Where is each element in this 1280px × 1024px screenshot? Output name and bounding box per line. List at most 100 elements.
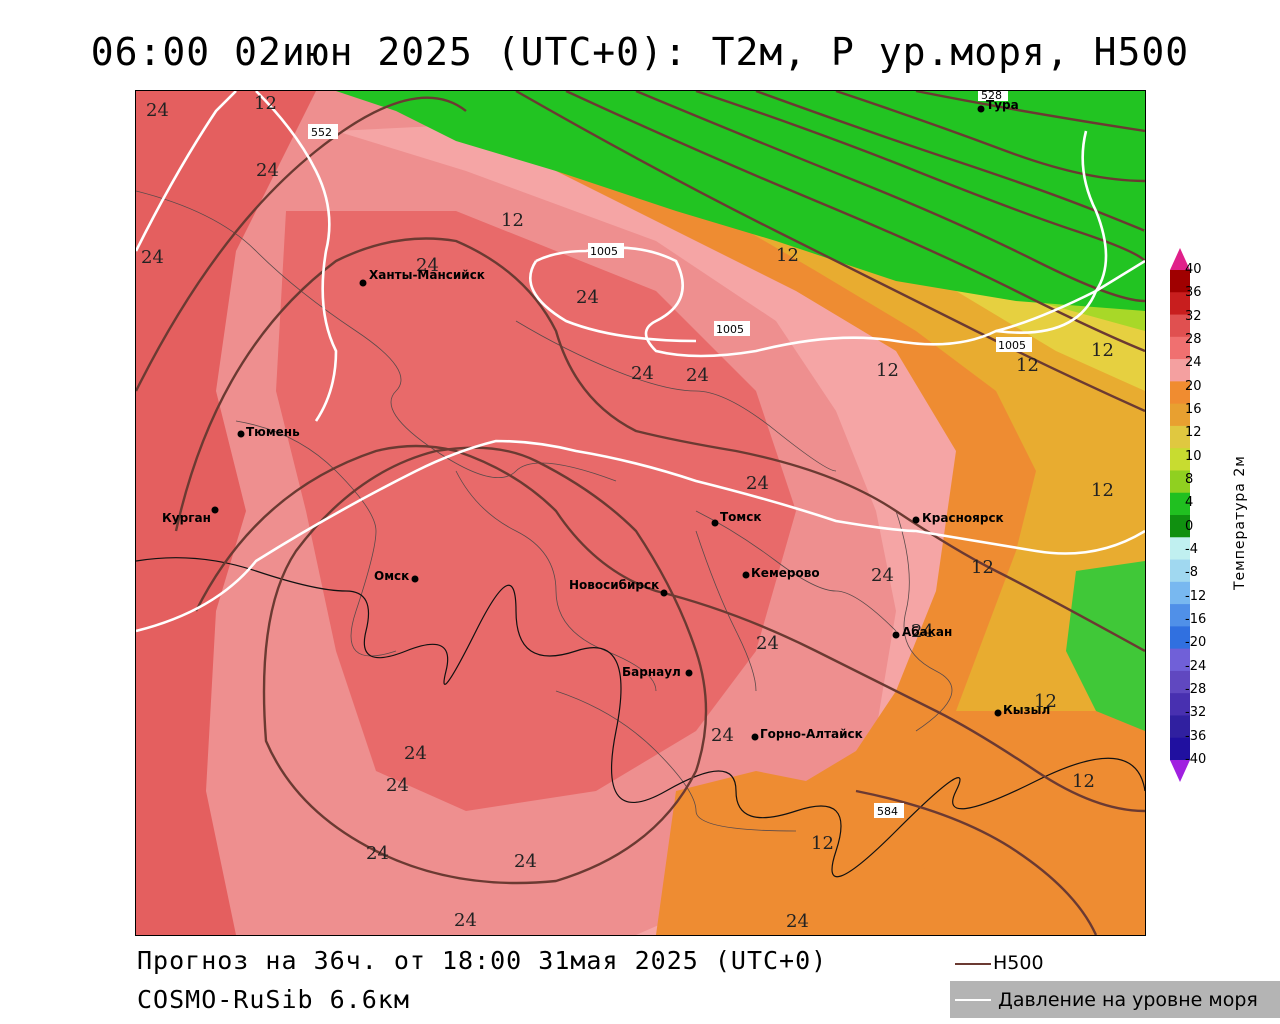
city-label-tyumen: Тюмень (246, 425, 300, 439)
svg-text:12: 12 (1091, 480, 1114, 501)
colorbar-swatch (1170, 270, 1190, 293)
colorbar-tick-label: -28 (1185, 682, 1207, 697)
city-label-krasnoyarsk: Красноярск (922, 511, 1004, 525)
map-title: 06:00 02июн 2025 (UTC+0): T2м, P ур.моря… (90, 30, 1190, 74)
city-label-omsk: Омск (374, 569, 409, 583)
svg-text:12: 12 (971, 557, 994, 578)
legend-h500-label: H500 (993, 952, 1044, 974)
colorbar-swatch (1170, 515, 1190, 538)
pressure-isobars (136, 91, 1145, 633)
colorbar-swatch (1170, 314, 1190, 338)
city-label-gorno-altaysk: Горно-Алтайск (760, 727, 863, 741)
svg-text:12: 12 (1072, 771, 1095, 792)
colorbar-tick-label: 0 (1185, 518, 1194, 534)
svg-text:12: 12 (876, 360, 899, 381)
colorbar-tick-label: -16 (1185, 612, 1207, 627)
svg-text:12: 12 (254, 93, 277, 114)
city-label-kurgan: Курган (162, 511, 211, 525)
colorbar-tick-label: 32 (1185, 308, 1202, 324)
colorbar-swatch (1170, 492, 1190, 516)
colorbar-swatch (1170, 559, 1190, 583)
colorbar-tick-label: -40 (1185, 752, 1207, 767)
colorbar-swatch (1170, 737, 1190, 761)
svg-text:1005: 1005 (590, 245, 618, 258)
temperature-zone-28-central (276, 211, 796, 811)
svg-text:1005: 1005 (998, 339, 1026, 352)
colorbar-swatch (1170, 604, 1190, 627)
svg-text:24: 24 (386, 775, 409, 796)
svg-text:12: 12 (1034, 691, 1057, 712)
temperature-zone-28 (136, 91, 316, 935)
svg-text:24: 24 (141, 247, 164, 268)
svg-text:24: 24 (366, 843, 389, 864)
city-label-kemerovo: Кемерово (751, 566, 820, 580)
colorbar-tick-label: 12 (1185, 425, 1202, 441)
colorbar-tick-label: 24 (1185, 355, 1202, 371)
svg-text:24: 24 (631, 363, 654, 384)
legend-pressure: Давление на уровне моря (950, 981, 1280, 1018)
svg-text:24: 24 (576, 287, 599, 308)
svg-text:12: 12 (776, 245, 799, 266)
colorbar-min-arrow (1170, 760, 1190, 782)
svg-text:24: 24 (416, 255, 439, 276)
colorbar-tick-label: 20 (1185, 378, 1202, 394)
weather-map: 24 24 24 24 24 24 24 24 24 24 24 24 24 2… (135, 90, 1146, 936)
colorbar-swatch (1170, 425, 1190, 449)
svg-text:12: 12 (1016, 355, 1039, 376)
colorbar-swatch (1170, 715, 1190, 739)
svg-text:24: 24 (146, 100, 169, 121)
legend-h500-swatch (955, 962, 991, 965)
colorbar-tick-label: -12 (1185, 588, 1207, 604)
city-label-tomsk: Томск (720, 510, 762, 524)
svg-text:528: 528 (981, 91, 1002, 102)
colorbar-tick-label: 40 (1185, 262, 1202, 277)
svg-text:24: 24 (686, 365, 709, 386)
temperature-zone-16-south (656, 771, 956, 935)
colorbar-swatch (1170, 336, 1190, 360)
legend-pressure-swatch (955, 999, 991, 1001)
svg-text:12: 12 (811, 833, 834, 854)
city-label-novosibirsk: Новосибирск (569, 578, 659, 592)
city-label-barnaul: Барнаул (622, 665, 681, 679)
svg-text:24: 24 (256, 160, 279, 181)
colorbar-title: Температура 2м (1232, 455, 1248, 590)
svg-text:24: 24 (786, 911, 809, 932)
colorbar-swatch (1170, 292, 1190, 316)
model-info: COSMO-RuSib 6.6км (137, 985, 410, 1014)
svg-text:12: 12 (501, 210, 524, 231)
colorbar-tick-label: 4 (1185, 495, 1194, 511)
colorbar-tick-label: -20 (1185, 635, 1207, 651)
colorbar-tick-label: -24 (1185, 658, 1207, 674)
svg-text:24: 24 (871, 565, 894, 586)
colorbar-swatch (1170, 670, 1190, 694)
colorbar-tick-label: -8 (1185, 565, 1198, 581)
colorbar-max-arrow (1170, 248, 1190, 270)
svg-text:552: 552 (311, 126, 332, 139)
colorbar-swatch (1170, 693, 1190, 716)
colorbar-swatch (1170, 470, 1190, 494)
svg-text:24: 24 (746, 473, 769, 494)
colorbar-swatch (1170, 648, 1190, 672)
colorbar-swatch (1170, 626, 1190, 650)
legend-h500: H500 (955, 952, 1044, 974)
colorbar-swatch (1170, 581, 1190, 605)
city-label-tura: Тура (986, 98, 1019, 112)
colorbar-tick-label: -32 (1185, 705, 1207, 721)
svg-text:12: 12 (1091, 340, 1114, 361)
svg-text:24: 24 (711, 725, 734, 746)
region-boundaries (136, 190, 953, 832)
national-border (136, 557, 1145, 878)
colorbar-tick-label: 10 (1185, 448, 1202, 464)
colorbar-swatch (1170, 403, 1190, 427)
temperature-colorbar (1170, 248, 1190, 782)
temperature-labels: 24 24 24 24 24 24 24 24 24 24 24 24 24 2… (141, 93, 1114, 932)
city-label-abakan: Абакан (902, 625, 952, 639)
isoline-value-labels: 1005 1005 1005 552 528 584 (308, 91, 1032, 818)
svg-text:24: 24 (756, 633, 779, 654)
colorbar-tick-label: 8 (1185, 472, 1194, 487)
colorbar-swatch (1170, 359, 1190, 382)
colorbar-tick-label: 36 (1185, 285, 1202, 301)
city-label-kyzyl: Кызыл (1003, 703, 1050, 717)
svg-text:24: 24 (911, 621, 934, 642)
colorbar-swatch (1170, 381, 1190, 405)
